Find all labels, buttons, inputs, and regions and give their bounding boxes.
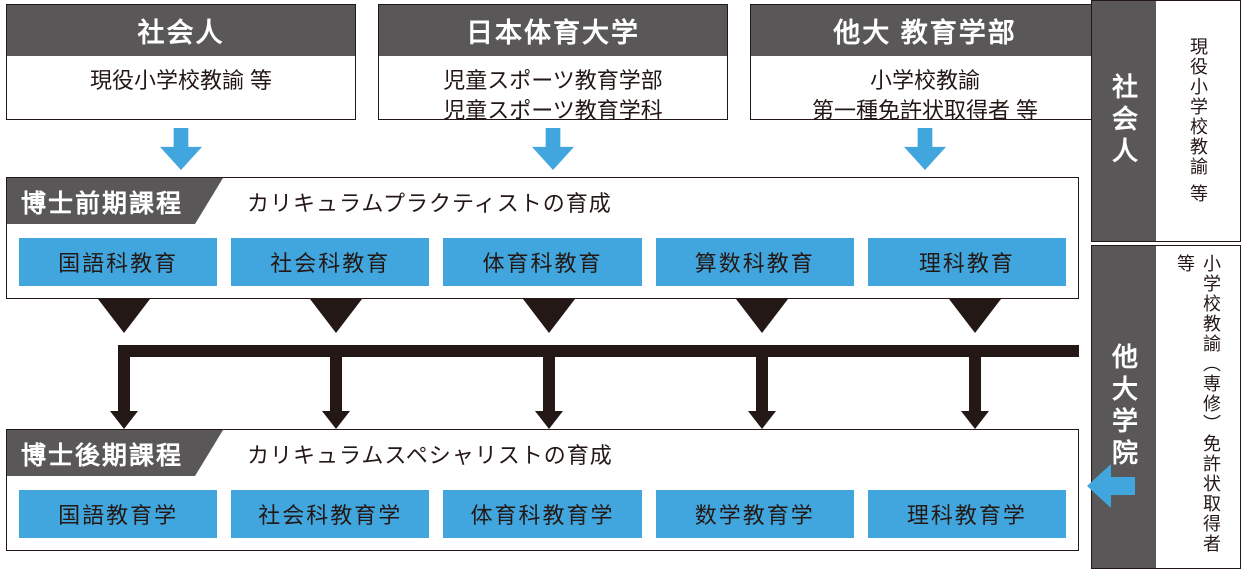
chip: 国語教育学 — [19, 490, 217, 538]
chip: 理科教育学 — [868, 490, 1066, 538]
side-cell: 他大学院小学校教諭︵専修︶免許状取得者 等 — [1091, 245, 1241, 569]
chip: 社会科教育学 — [231, 490, 429, 538]
chip: 理科教育 — [868, 238, 1066, 286]
source-box: 日本体育大学児童スポーツ教育学部児童スポーツ教育学科 — [378, 4, 728, 120]
source-box: 他大 教育学部小学校教諭第一種免許状取得者 等 — [750, 4, 1100, 120]
program-masters-subtitle: カリキュラムプラクティストの育成 — [247, 186, 612, 218]
chip: 国語科教育 — [19, 238, 217, 286]
chip: 体育科教育 — [443, 238, 641, 286]
flow-arrows — [6, 299, 1079, 429]
source-box-title: 他大 教育学部 — [751, 5, 1099, 56]
program-masters: 博士前期課程カリキュラムプラクティストの育成国語科教育社会科教育体育科教育算数科… — [6, 177, 1079, 299]
source-box-body: 児童スポーツ教育学部児童スポーツ教育学科 — [379, 56, 727, 135]
left-arrow-icon — [1087, 464, 1135, 508]
down-arrow-icon — [532, 128, 574, 170]
program-doctoral-tab: 博士後期課程 — [7, 430, 223, 476]
chip: 社会科教育 — [231, 238, 429, 286]
chip: 数学教育学 — [656, 490, 854, 538]
chip: 算数科教育 — [656, 238, 854, 286]
source-box-title: 日本体育大学 — [379, 5, 727, 56]
program-doctoral-chips: 国語教育学社会科教育学体育科教育学数学教育学理科教育学 — [19, 490, 1066, 538]
program-masters-tab: 博士前期課程 — [7, 178, 223, 224]
side-desc: 現役小学校教諭 等 — [1156, 1, 1240, 241]
program-masters-chips: 国語科教育社会科教育体育科教育算数科教育理科教育 — [19, 238, 1066, 286]
program-doctoral-subtitle: カリキュラムスペシャリストの育成 — [247, 438, 613, 470]
source-box-body: 現役小学校教諭 等 — [7, 56, 355, 106]
source-box-title: 社会人 — [7, 5, 355, 56]
side-cell: 社会人現役小学校教諭 等 — [1091, 0, 1241, 242]
side-label: 社会人 — [1092, 1, 1156, 241]
source-box-body: 小学校教諭第一種免許状取得者 等 — [751, 56, 1099, 135]
side-desc: 小学校教諭︵専修︶免許状取得者 等 — [1156, 246, 1240, 568]
side-label: 他大学院 — [1092, 246, 1156, 568]
program-doctoral: 博士後期課程カリキュラムスペシャリストの育成国語教育学社会科教育学体育科教育学数… — [6, 429, 1079, 551]
source-box: 社会人現役小学校教諭 等 — [6, 4, 356, 120]
down-arrow-icon — [904, 128, 946, 170]
chip: 体育科教育学 — [443, 490, 641, 538]
down-arrow-icon — [160, 128, 202, 170]
